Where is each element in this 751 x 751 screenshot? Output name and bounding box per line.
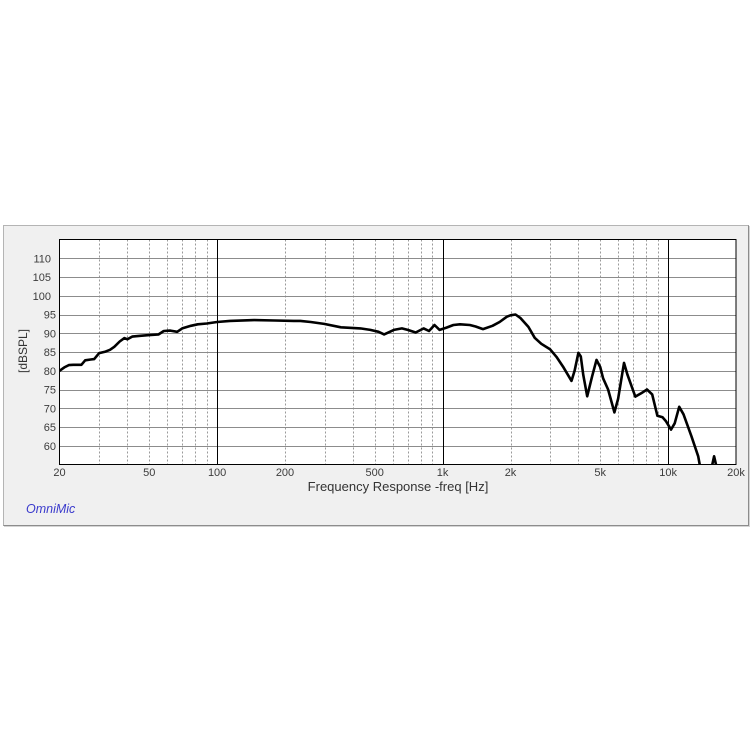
y-tick-label: 110 <box>33 253 51 265</box>
x-tick-label: 100 <box>208 467 226 479</box>
y-tick-label: 75 <box>44 385 56 397</box>
y-tick-label: 105 <box>33 272 51 284</box>
grid-lines <box>59 239 736 465</box>
x-tick-label: 1k <box>437 467 449 479</box>
plot-border <box>59 239 737 465</box>
x-tick-label: 200 <box>276 467 294 479</box>
x-tick-label: 50 <box>143 467 155 479</box>
omnimic-watermark: OmniMic <box>26 502 76 516</box>
y-tick-label: 100 <box>33 291 51 303</box>
y-axis-title: [dBSPL] <box>16 329 30 373</box>
frequency-response-curve <box>59 313 718 465</box>
data-series <box>59 313 718 465</box>
x-tick-label: 10k <box>659 467 677 479</box>
x-tick-label: 20 <box>53 467 65 479</box>
x-tick-label: 5k <box>594 467 606 479</box>
y-tick-label: 95 <box>44 310 56 322</box>
x-tick-label: 500 <box>366 467 384 479</box>
y-tick-label: 85 <box>44 347 56 359</box>
x-axis-ticks: 20 50 100 200 500 1k 2k 5k 10k 20k <box>53 467 745 479</box>
x-tick-label: 2k <box>505 467 517 479</box>
y-tick-label: 65 <box>44 422 56 434</box>
x-tick-label: 20k <box>727 467 745 479</box>
x-axis-title: Frequency Response -freq [Hz] <box>308 479 489 494</box>
y-tick-label: 60 <box>44 441 56 453</box>
y-axis-ticks: 60 65 70 75 80 85 90 95 100 105 110 <box>33 253 56 453</box>
y-tick-label: 70 <box>44 403 56 415</box>
y-tick-label: 80 <box>44 366 56 378</box>
y-tick-label: 90 <box>44 328 56 340</box>
